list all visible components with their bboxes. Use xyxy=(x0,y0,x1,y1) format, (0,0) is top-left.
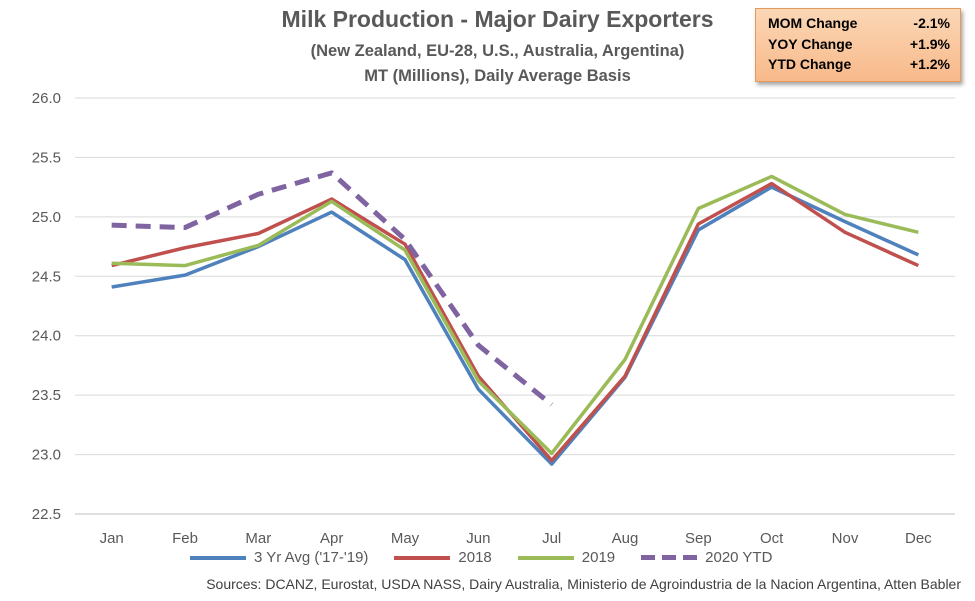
gridlines xyxy=(75,97,955,515)
x-tick-label: Dec xyxy=(905,530,932,547)
x-tick-label: Apr xyxy=(320,530,343,547)
y-axis-ticks: 22.5 23.0 23.5 24.0 24.5 25.0 25.5 26.0 xyxy=(32,90,61,523)
stat-value: +1.9% xyxy=(909,35,950,52)
y-tick-label: 23.5 xyxy=(32,387,61,404)
y-tick-label: 22.5 xyxy=(32,506,61,523)
chart-title: Milk Production - Major Dairy Exporters xyxy=(281,6,714,32)
chart-subtitle-regions: (New Zealand, EU-28, U.S., Australia, Ar… xyxy=(310,42,685,60)
x-tick-label: Oct xyxy=(760,530,784,547)
legend-item-2019: 2019 xyxy=(517,549,616,566)
x-tick-label: Sep xyxy=(685,530,712,547)
legend-item-3yr-avg: 3 Yr Avg ('17-'19) xyxy=(190,549,368,566)
legend-item-2020-ytd: 2020 YTD xyxy=(641,549,772,566)
y-tick-label: 23.0 xyxy=(32,447,61,464)
legend-label: 2020 YTD xyxy=(705,549,773,566)
y-tick-label: 24.5 xyxy=(32,268,61,285)
legend: 3 Yr Avg ('17-'19) 2018 2019 2020 YTD xyxy=(190,549,798,566)
stat-label: YOY Change xyxy=(768,35,853,52)
series-line-0 xyxy=(111,185,920,466)
y-tick-label: 26.0 xyxy=(32,90,61,107)
y-tick-label: 25.0 xyxy=(32,209,61,226)
legend-swatch-dashed xyxy=(641,555,698,560)
x-tick-label: Nov xyxy=(832,530,859,547)
x-tick-label: Jan xyxy=(100,530,124,547)
legend-item-2018: 2018 xyxy=(394,549,492,566)
stat-value: -2.1% xyxy=(913,15,950,31)
legend-swatch xyxy=(190,555,246,560)
legend-label: 2019 xyxy=(581,549,616,566)
series-line-2 xyxy=(111,174,919,456)
change-summary-box: MOM Change -2.1% YOY Change +1.9% YTD Ch… xyxy=(755,8,961,82)
x-tick-label: Feb xyxy=(172,530,198,547)
x-axis-ticks: Jan Feb Mar Apr May Jun Jul Aug Sep Oct Nov Dec xyxy=(100,530,933,547)
stat-row-mom: MOM Change -2.1% xyxy=(768,13,950,34)
x-tick-label: May xyxy=(391,530,420,547)
series-line-3 xyxy=(111,170,554,407)
source-note: Sources: DCANZ, Eurostat, USDA NASS, Dai… xyxy=(206,576,961,592)
x-tick-label: Aug xyxy=(612,530,639,547)
stat-row-ytd: YTD Change +1.2% xyxy=(768,54,950,75)
x-tick-label: Jul xyxy=(542,530,561,547)
stat-label: YTD Change xyxy=(768,56,852,72)
y-tick-label: 25.5 xyxy=(32,149,61,166)
legend-label: 3 Yr Avg ('17-'19) xyxy=(254,549,369,566)
y-tick-label: 24.0 xyxy=(32,328,61,345)
stat-value: +1.2% xyxy=(909,56,950,72)
legend-label: 2018 xyxy=(458,549,492,566)
legend-swatch xyxy=(394,555,451,560)
stat-label: MOM Change xyxy=(768,15,858,31)
chart-subtitle-units: MT (Millions), Daily Average Basis xyxy=(364,67,631,85)
stat-row-yoy: YOY Change +1.9% xyxy=(768,34,950,55)
legend-swatch xyxy=(517,555,574,560)
series-lines xyxy=(111,170,920,466)
x-tick-label: Jun xyxy=(466,530,490,547)
x-tick-label: Mar xyxy=(245,530,271,547)
